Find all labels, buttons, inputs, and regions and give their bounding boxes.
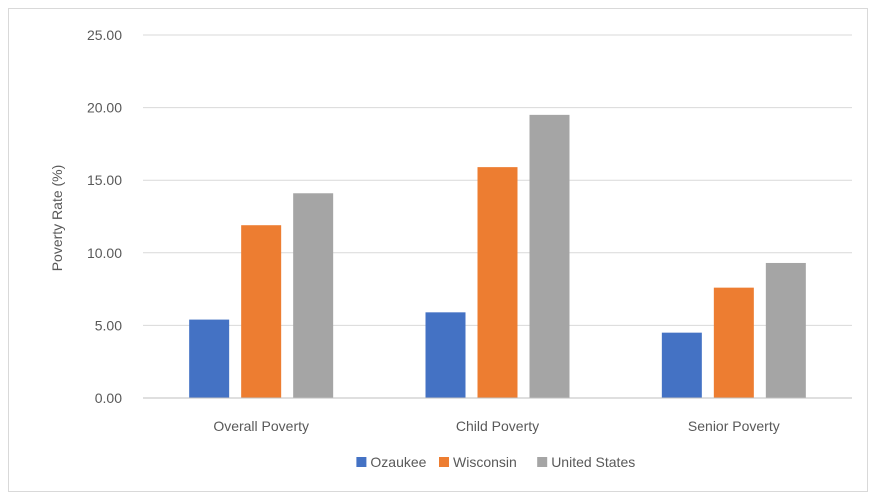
category-label: Senior Poverty: [688, 418, 780, 434]
legend: Ozaukee Wisconsin United States: [356, 454, 635, 470]
legend-swatch: [537, 457, 548, 467]
bar-wisconsin: [477, 167, 518, 398]
bar-wisconsin: [241, 225, 282, 398]
bars: [189, 114, 806, 399]
y-tick-label: 15.00: [87, 172, 122, 188]
y-axis-title: Poverty Rate (%): [49, 165, 65, 272]
bar-united-states: [529, 114, 570, 399]
y-axis-ticks: 0.00 5.00 10.00 15.00 20.00 25.00: [87, 27, 122, 406]
legend-swatch: [439, 457, 449, 467]
category-labels: Overall Poverty Child Poverty Senior Pover…: [213, 418, 779, 434]
bar-ozaukee: [661, 332, 702, 398]
legend-label: United States: [551, 454, 635, 470]
bar-ozaukee: [189, 319, 230, 398]
y-tick-label: 20.00: [87, 100, 122, 116]
legend-label: Wisconsin: [453, 454, 517, 470]
bar-wisconsin: [713, 287, 754, 398]
bar-ozaukee: [425, 312, 466, 398]
category-label: Overall Poverty: [213, 418, 309, 434]
legend-label: Ozaukee: [370, 454, 426, 470]
y-tick-label: 25.00: [87, 27, 122, 43]
chart-frame: [8, 8, 868, 492]
bar-united-states: [293, 193, 334, 398]
y-tick-label: 5.00: [95, 317, 122, 333]
legend-swatch: [356, 457, 367, 467]
category-label: Child Poverty: [456, 418, 539, 434]
bar-united-states: [765, 262, 806, 398]
y-tick-label: 10.00: [87, 245, 122, 261]
y-tick-label: 0.00: [95, 390, 122, 406]
